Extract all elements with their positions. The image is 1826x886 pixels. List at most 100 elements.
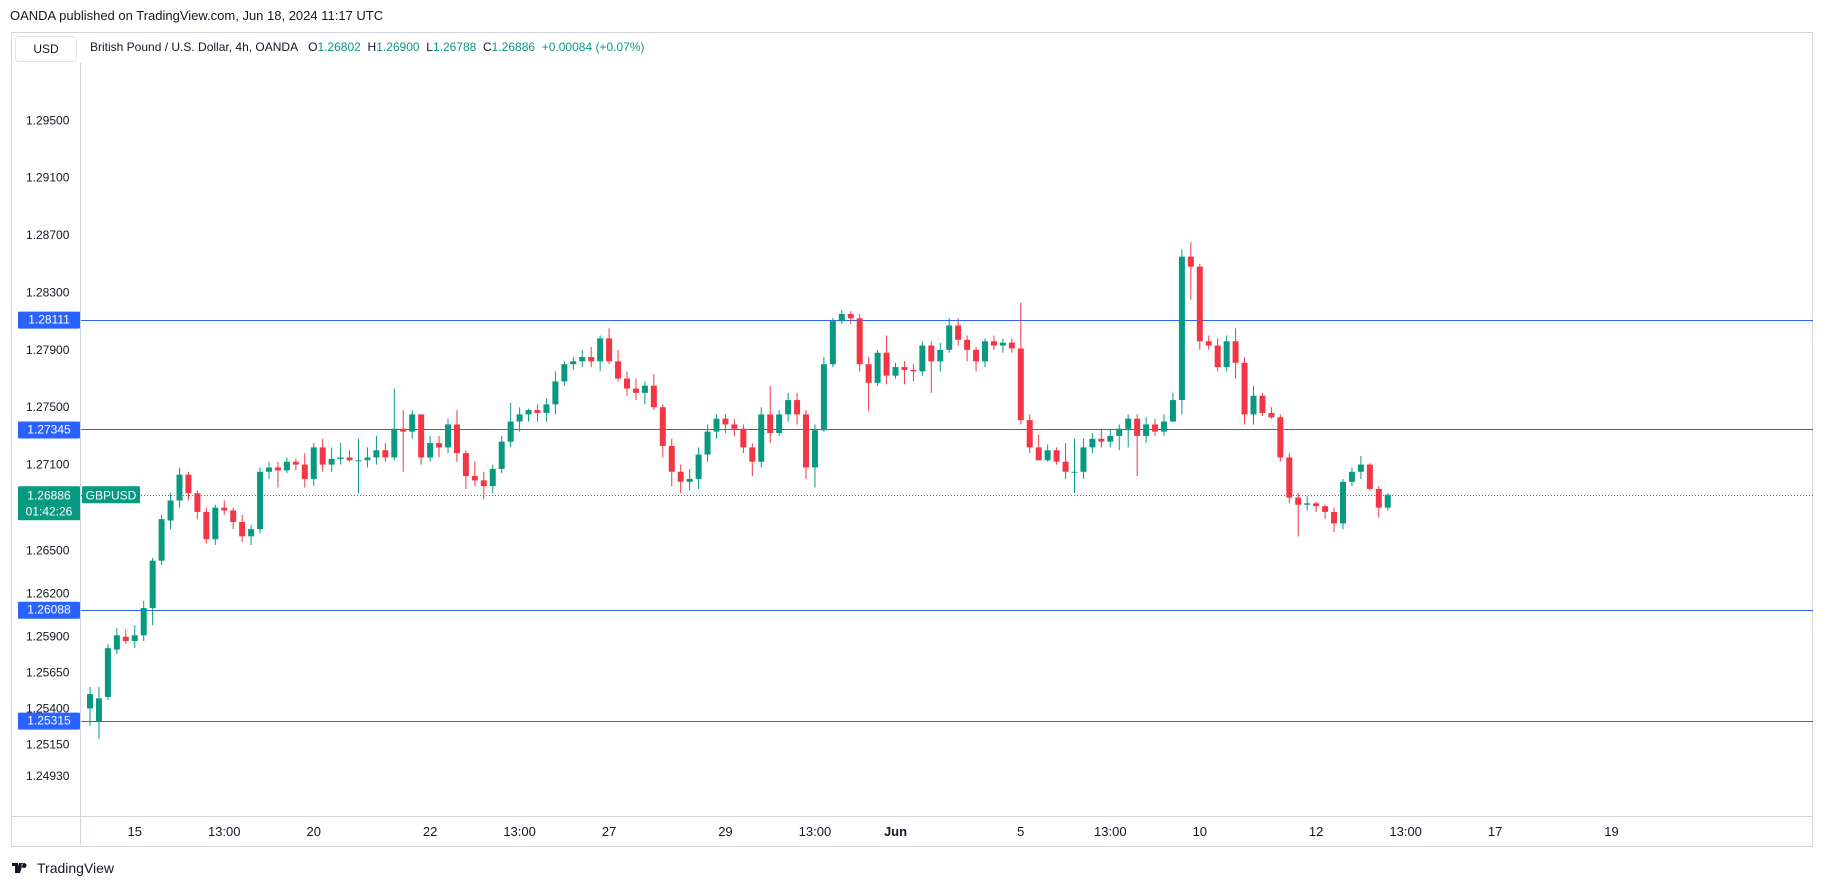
candle-body [248,529,255,537]
candle-body [382,450,389,458]
legend-close: 1.26886 [491,40,536,54]
y-tick-label: 1.25400 [26,701,70,715]
candle-body [1062,461,1069,472]
candle-body [516,414,523,422]
candle-body [1295,497,1302,505]
candle-body [87,694,93,709]
candle-body [704,431,711,455]
level-badge-label: 1.28111 [28,313,70,327]
candle-body [767,414,774,434]
candle-body [964,339,971,350]
candle-body [624,378,630,389]
candle-body [462,453,469,477]
candle-body [829,321,836,365]
candle-body [641,385,648,393]
legend-low-label: L [426,40,433,54]
candle-body [946,325,953,350]
candle-body [597,338,604,362]
x-tick-label: 15 [128,824,142,839]
y-tick-label: 1.25650 [26,666,70,680]
footer-brand[interactable]: TradingView [10,860,114,876]
candle-body [409,414,416,432]
candle-body [1044,450,1051,461]
candle-body [1098,438,1105,442]
candle-body [283,461,290,471]
candle-body [149,560,156,609]
candle-body [1375,488,1382,508]
x-tick-label: 27 [602,824,616,839]
candle-body [552,381,559,405]
candle-body [1089,438,1096,448]
level-badge [18,421,80,439]
candle-body [874,352,881,383]
legend-open: 1.26802 [317,40,361,54]
candle-body [158,519,165,561]
y-tick-label: 1.27100 [26,458,70,472]
countdown-label: 01:42:26 [26,504,73,518]
legend-change: +0.00084 (+0.07%) [541,40,645,54]
candle-body [892,367,899,376]
level-lines [81,320,1813,722]
candle-body [1348,471,1355,482]
level-badge-label: 1.27345 [27,422,71,436]
candle-body [418,414,425,458]
candle-body [1250,395,1257,415]
candle-body [194,493,201,512]
chart-frame [11,32,1813,847]
candles [87,242,1391,739]
candle-body [695,454,702,479]
candle-body [355,460,362,462]
candle-body [364,457,371,461]
candle-body [794,400,801,415]
x-tick-label: 19 [1604,824,1618,839]
candle-body [811,430,818,468]
candle-body [391,428,398,458]
candle-body [167,500,174,521]
x-tick-label: 13:00 [503,824,536,839]
candle-body [534,410,541,413]
y-tick-label: 1.25900 [26,630,70,644]
candle-body [266,467,272,472]
candle-body [274,467,281,471]
level-badge [18,712,80,730]
level-badge-label: 1.25315 [27,714,71,728]
level-badge [18,311,80,329]
candle-body [319,447,326,465]
candle-body [820,364,827,431]
candle-body [937,349,944,362]
candle-body [1384,494,1391,508]
candle-body [1152,424,1159,432]
x-tick-label: 29 [718,824,732,839]
x-tick-label: 13:00 [1389,824,1422,839]
candle-body [498,441,505,469]
time-axis: 15 13:00 20 22 13:00 27 29 13:00 Jun 5 13:00 10 12 13… [128,824,1619,839]
symbol-tag [82,486,140,504]
candle-body [883,352,890,376]
y-tick-label: 1.26200 [26,587,70,601]
candle-body [973,349,980,362]
candle-body [1161,421,1167,432]
candle-body [570,361,577,365]
x-tick-label: 12 [1309,824,1323,839]
candle-body [328,458,335,465]
candle-body [1053,450,1060,462]
candle-body [1125,418,1132,429]
candle-body [1196,266,1203,342]
legend-open-label: O [308,40,318,54]
x-tick-label: 17 [1488,824,1502,839]
candle-body [686,478,693,482]
candle-body [1143,424,1150,436]
candle-body [776,414,783,434]
candle-body [507,421,514,442]
candle-body [1071,471,1078,473]
currency-button[interactable]: USD [15,36,77,62]
candle-body [955,325,962,340]
x-tick-label: 22 [423,824,437,839]
candle-body [427,443,434,458]
candle-body [677,471,684,482]
published-caption: OANDA published on TradingView.com, Jun … [10,8,384,23]
tradingview-logo-icon [12,863,27,873]
candle-body [1286,457,1293,498]
candle-body [1017,348,1024,421]
